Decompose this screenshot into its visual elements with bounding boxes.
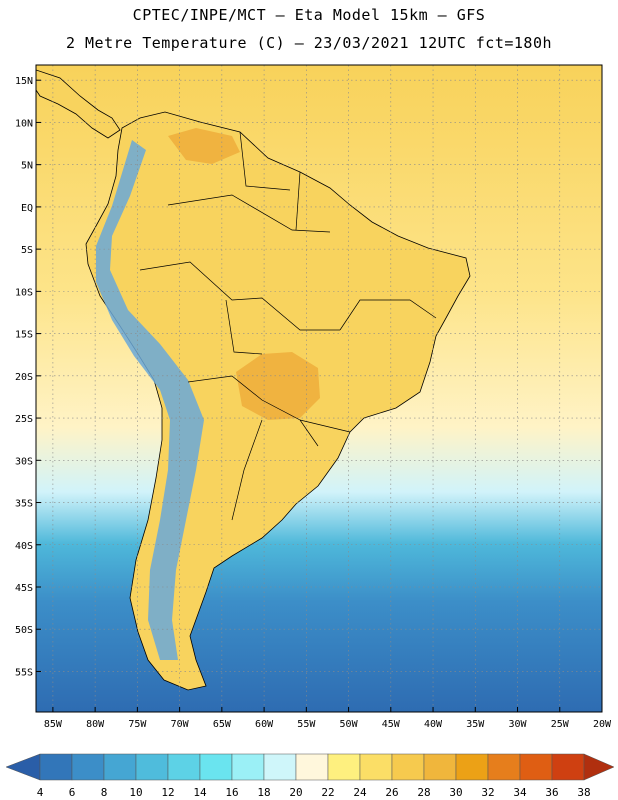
colorbar-swatch — [263, 753, 297, 781]
colorbar-swatch — [103, 753, 137, 781]
lon-label: 80W — [86, 719, 105, 730]
lat-label: 50S — [15, 625, 33, 636]
lat-label: EQ — [21, 203, 33, 214]
colorbar-label: 36 — [545, 786, 558, 799]
lon-label: 35W — [466, 719, 485, 730]
colorbar-max-arrow — [583, 753, 615, 781]
lat-label: 35S — [15, 499, 33, 510]
lon-label: 25W — [551, 719, 570, 730]
colorbar-swatch — [199, 753, 233, 781]
lat-label: 45S — [15, 583, 33, 594]
lon-label: 85W — [44, 719, 63, 730]
longitude-ticks — [52, 707, 603, 712]
colorbar-label: 6 — [69, 786, 76, 799]
lat-label: 10N — [15, 118, 33, 129]
lon-label: 30W — [508, 719, 527, 730]
colorbar-swatch — [231, 753, 265, 781]
lat-label: 5S — [21, 245, 33, 256]
colorbar-swatch — [359, 753, 393, 781]
lon-label: 70W — [171, 719, 190, 730]
lon-label: 20W — [593, 719, 612, 730]
colorbar-label: 30 — [449, 786, 462, 799]
central-america-land — [36, 69, 121, 139]
map-frame — [35, 64, 603, 713]
colorbar-swatch — [295, 753, 329, 781]
lat-label: 15S — [15, 330, 33, 341]
colorbar-label: 10 — [129, 786, 142, 799]
colorbar-label: 18 — [257, 786, 270, 799]
colorbar-labels: 4 6 8 10 12 14 16 18 20 22 24 26 28 30 32 34 36 38 — [37, 786, 591, 799]
colorbar-swatch — [167, 753, 201, 781]
lon-label: 65W — [213, 719, 232, 730]
colorbar-label: 34 — [513, 786, 527, 799]
colorbar-swatch — [551, 753, 585, 781]
colorbar-swatch — [391, 753, 425, 781]
colorbar-swatch — [423, 753, 457, 781]
lon-label: 40W — [424, 719, 443, 730]
colorbar-swatch — [487, 753, 521, 781]
lat-label: 5N — [21, 161, 33, 172]
lat-label: 20S — [15, 372, 33, 383]
lon-label: 45W — [382, 719, 401, 730]
colorbar-swatch — [455, 753, 489, 781]
colorbar-label: 20 — [289, 786, 302, 799]
colorbar-label: 8 — [101, 786, 108, 799]
colorbar-swatch — [519, 753, 553, 781]
hot-interior-region — [236, 352, 320, 420]
colorbar-label: 24 — [353, 786, 367, 799]
colorbar-label: 38 — [577, 786, 590, 799]
colorbar-swatch — [39, 753, 73, 781]
andes-ridge — [96, 140, 204, 660]
colorbar-label: 32 — [481, 786, 494, 799]
colorbar-swatch — [327, 753, 361, 781]
lat-label: 30S — [15, 456, 33, 467]
colorbar-label: 12 — [161, 786, 174, 799]
colorbar-swatch — [71, 753, 105, 781]
map-subtitle: 2 Metre Temperature (C) – 23/03/2021 12U… — [65, 34, 553, 52]
lat-label: 15N — [15, 76, 33, 87]
colorbar-swatch — [135, 753, 169, 781]
lon-label: 75W — [128, 719, 147, 730]
lat-label: 25S — [15, 414, 33, 425]
lat-label: 40S — [15, 541, 33, 552]
colorbar-label: 26 — [385, 786, 398, 799]
colorbar-label: 14 — [193, 786, 207, 799]
latitude-ticks — [36, 79, 41, 672]
lat-label: 55S — [15, 667, 33, 678]
lon-label: 50W — [340, 719, 359, 730]
lon-label: 55W — [297, 719, 316, 730]
temperature-colorbar — [5, 753, 615, 781]
map-title: CPTEC/INPE/MCT – Eta Model 15km – GFS — [132, 6, 486, 24]
lat-label: 10S — [15, 287, 33, 298]
lon-label: 60W — [255, 719, 274, 730]
colorbar-label: 4 — [37, 786, 44, 799]
longitude-labels: 85W 80W 75W 70W 65W 60W 55W 50W 45W 40W 35W 30W 25W 2… — [44, 719, 612, 730]
colorbar-label: 22 — [321, 786, 334, 799]
country-borders — [139, 131, 437, 521]
latitude-labels: 15N 10N 5N EQ 5S 10S 15S 20S 25S 30S 35S 40S 45S 50S 5… — [15, 76, 33, 678]
colorbar-label: 28 — [417, 786, 430, 799]
colorbar-min-arrow — [5, 753, 41, 781]
colorbar-label: 16 — [225, 786, 238, 799]
